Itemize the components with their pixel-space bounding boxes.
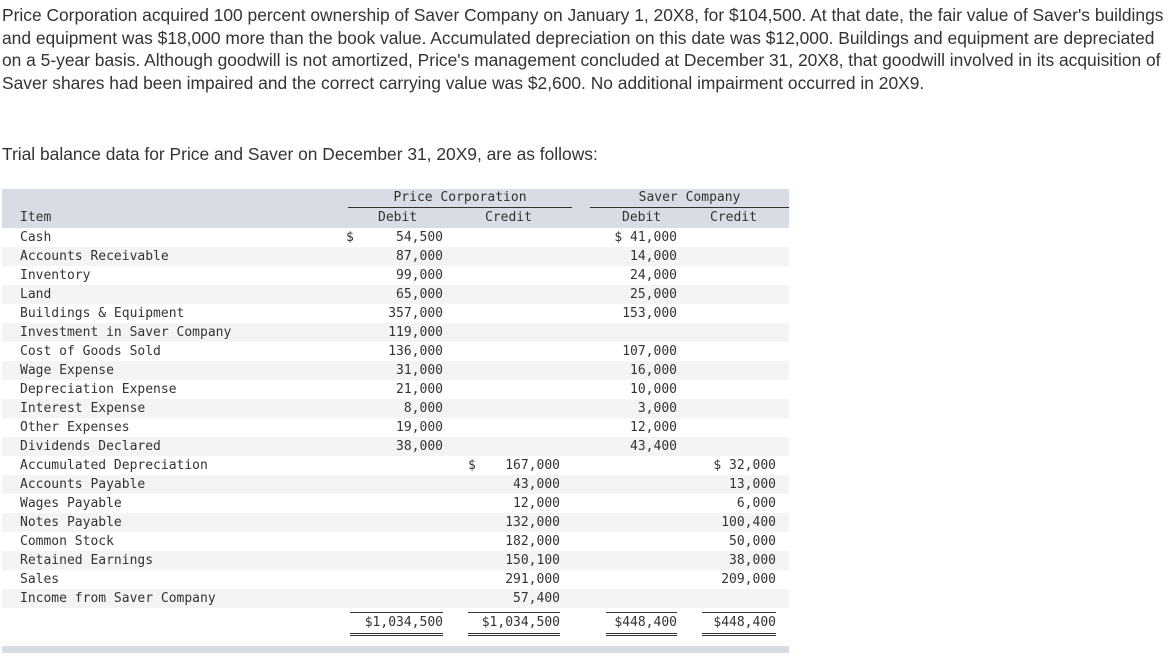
row-item: Sales [20,572,60,587]
row-item: Interest Expense [20,401,146,416]
table-row: Other Expenses 19,000 12,000 [2,418,789,437]
saver-company-header: Saver Company [590,189,789,208]
table-row: Accounts Receivable 87,000 14,000 [2,247,789,266]
table-row: Inventory 99,000 24,000 [2,266,789,285]
saver-debit: 12,000 [630,420,677,435]
table-row: Sales 291,000 209,000 [2,570,789,589]
row-item: Accumulated Depreciation [20,458,208,473]
saver-credit: 50,000 [729,534,776,549]
saver-credit-total: $448,400 [702,612,776,636]
saver-debit: 14,000 [630,249,677,264]
table-row: Land 65,000 25,000 [2,285,789,304]
price-credit: 12,000 [513,496,560,511]
table-row: Buildings & Equipment 357,000 153,000 [2,304,789,323]
price-debit: 65,000 [396,287,443,302]
saver-debit: 25,000 [630,287,677,302]
row-item: Common Stock [20,534,114,549]
table-row: Accumulated Depreciation $ 167,000 $ 32,… [2,456,789,475]
table-row: Common Stock 182,000 50,000 [2,532,789,551]
row-item: Cash [20,230,52,245]
problem-paragraph: Price Corporation acquired 100 percent o… [2,5,1164,94]
row-item: Land [20,287,52,302]
table-row: Accounts Payable 43,000 13,000 [2,475,789,494]
row-item: Notes Payable [20,515,122,530]
price-debit: 136,000 [388,344,443,359]
price-debit: 21,000 [396,382,443,397]
price-debit-header: Debit [378,210,418,225]
row-item: Accounts Payable [20,477,146,492]
price-debit: 8,000 [403,401,443,416]
table-row: Depreciation Expense 21,000 10,000 [2,380,789,399]
saver-debit: 153,000 [622,306,677,321]
price-credit: 291,000 [505,572,560,587]
price-credit: 150,100 [505,553,560,568]
saver-credit: 209,000 [721,572,776,587]
row-item: Dividends Declared [20,439,161,454]
price-debit-total: $1,034,500 [350,612,443,636]
row-item: Income from Saver Company [20,591,216,606]
price-debit: 357,000 [388,306,443,321]
saver-credit-header: Credit [710,210,757,225]
totals-row: $1,034,500 $1,034,500 $448,400 $448,400 [2,608,789,638]
table-row: Wages Payable 12,000 6,000 [2,494,789,513]
row-item: Wages Payable [20,496,122,511]
table-row: Cost of Goods Sold 136,000 107,000 [2,342,789,361]
price-credit: 132,000 [505,515,560,530]
saver-debit-header: Debit [622,210,662,225]
price-debit: 31,000 [396,363,443,378]
price-credit: 167,000 [505,458,560,473]
dollar-sign: $ [468,458,476,473]
table-row: Wage Expense 31,000 16,000 [2,361,789,380]
price-credit-total: $1,034,500 [468,612,560,636]
item-column-header: Item [20,210,52,225]
row-item: Depreciation Expense [20,382,177,397]
table-row: Investment in Saver Company 119,000 [2,323,789,342]
row-item: Other Expenses [20,420,130,435]
row-item: Buildings & Equipment [20,306,185,321]
price-debit: 99,000 [396,268,443,283]
saver-debit: 3,000 [637,401,677,416]
trial-balance-table: Price Corporation Saver Company Item Deb… [2,189,789,638]
table-row: Retained Earnings 150,100 38,000 [2,551,789,570]
price-debit: 87,000 [396,249,443,264]
saver-debit: 43,400 [630,439,677,454]
price-debit: 19,000 [396,420,443,435]
row-item: Wage Expense [20,363,114,378]
saver-debit: 16,000 [630,363,677,378]
row-item: Investment in Saver Company [20,325,232,340]
price-credit: 182,000 [505,534,560,549]
price-credit: 57,400 [513,591,560,606]
row-item: Accounts Receivable [20,249,169,264]
saver-credit: 100,400 [721,515,776,530]
row-item: Retained Earnings [20,553,154,568]
table-row: Income from Saver Company 57,400 [2,589,789,608]
saver-credit: 13,000 [729,477,776,492]
table-header-column-row: Item Debit Credit Debit Credit [2,208,789,228]
table-header-group-row: Price Corporation Saver Company [2,189,789,208]
price-credit: 43,000 [513,477,560,492]
table-row: Dividends Declared 38,000 43,400 [2,437,789,456]
saver-debit: $ 41,000 [614,230,677,245]
price-corporation-header: Price Corporation [348,189,572,208]
saver-debit-total: $448,400 [606,612,677,636]
row-item: Cost of Goods Sold [20,344,161,359]
table-row: Notes Payable 132,000 100,400 [2,513,789,532]
price-debit: 38,000 [396,439,443,454]
saver-debit: 10,000 [630,382,677,397]
saver-credit: 38,000 [729,553,776,568]
price-debit: 119,000 [388,325,443,340]
table-footer-bar [2,646,789,653]
price-credit-header: Credit [485,210,532,225]
table-row: Cash $ 54,500 $ 41,000 [2,228,789,247]
saver-debit: 24,000 [630,268,677,283]
saver-credit: 6,000 [736,496,776,511]
trial-balance-lead-in: Trial balance data for Price and Saver o… [2,144,598,164]
dollar-sign: $ [346,230,354,245]
price-debit: 54,500 [396,230,443,245]
saver-debit: 107,000 [622,344,677,359]
table-row: Interest Expense 8,000 3,000 [2,399,789,418]
row-item: Inventory [20,268,91,283]
saver-credit: $ 32,000 [713,458,776,473]
